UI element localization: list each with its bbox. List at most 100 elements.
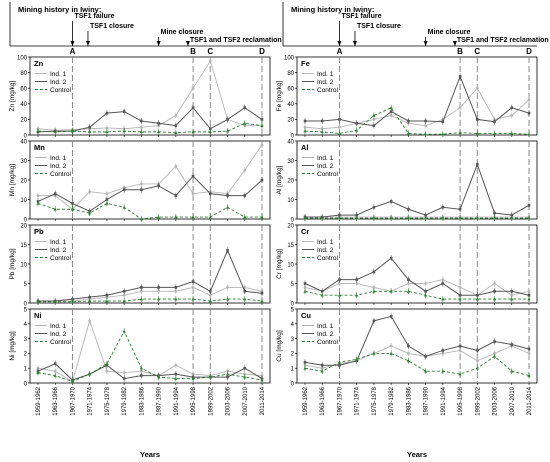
y-tick-label: 10 [20,262,27,268]
data-point-control [139,217,143,221]
timeline-arrow-icon [352,41,357,46]
x-category-label: 1959-1962 [303,386,309,415]
data-point-control [88,130,92,134]
timeline-arrow-icon [337,41,342,46]
data-point-ind1 [243,286,247,289]
data-point-control [174,215,178,219]
data-point-control [70,379,75,383]
data-point-ind1 [458,286,462,289]
legend-label-ind2: Ind. 2 [317,247,334,254]
data-point-control [372,113,376,117]
series-line-ind1 [38,144,263,210]
data-point-ind1 [510,293,514,297]
data-point-ind2 [105,293,109,297]
data-point-control [320,130,324,134]
data-point-control [191,297,195,301]
data-point-ind2 [458,207,462,211]
data-point-ind2 [174,194,178,197]
timeline-arrow-icon [185,41,190,46]
y-axis-label: Cr [mg/kg] [276,249,283,279]
data-point-control [510,297,514,301]
y-axis-label: Mn [mg/kg] [9,164,16,196]
data-point-ind2 [424,290,427,293]
data-point-ind2 [303,282,307,285]
data-point-ind2 [527,204,531,207]
timeline-event-label: Mine closure [161,29,204,36]
data-point-control [174,297,178,301]
x-category-label: 2011-2014 [527,386,533,415]
legend-label-control: Control [50,87,72,94]
figure-root: Mining history in Iwiny: TSF1 failure TSF1… [9,2,549,459]
timeline-heading: Mining history in Iwiny: [18,5,101,14]
x-category-label: 2007-2010 [510,386,516,415]
data-point-ind2 [458,75,462,78]
data-point-ind1 [122,371,126,375]
legend-label-ind1: Ind. 1 [317,239,334,246]
data-point-ind1 [88,190,92,194]
x-category-label: 1991-1994 [441,386,447,415]
y-tick-label: 20 [20,178,27,184]
data-point-ind2 [476,349,479,352]
timeline-event-label: TSF1 closure [357,23,401,30]
period-marker-label: B [190,47,196,56]
data-point-ind1 [105,126,109,130]
data-point-ind2 [260,118,264,121]
data-point-ind2 [53,192,57,195]
data-point-ind2 [389,256,393,260]
data-point-ind1 [372,286,376,289]
x-category-label: 1987-1990 [424,386,430,415]
data-point-ind1 [338,125,341,129]
data-point-ind1 [243,168,247,172]
data-point-ind2 [122,110,126,113]
data-point-ind2 [243,194,247,197]
data-point-control [389,351,393,355]
y-tick-label: 20 [20,118,27,124]
data-point-control [105,362,109,366]
legend-label-ind1: Ind. 1 [50,323,67,330]
data-point-ind1 [527,289,531,293]
data-point-ind2 [226,249,229,252]
data-point-control [208,375,212,379]
legend-label-ind1: Ind. 1 [317,71,334,78]
data-point-ind1 [191,86,195,90]
period-marker-label: D [259,47,265,56]
y-tick-label: 0 [24,217,28,223]
data-point-ind2 [191,106,195,109]
legend-label-control: Control [317,339,339,346]
x-category-label: 1975-1978 [105,386,111,415]
data-point-control [458,372,462,376]
timeline-event-label: TSF1 failure [341,13,381,20]
data-point-control [243,215,247,219]
data-point-ind1 [226,286,229,289]
data-point-control [372,351,376,355]
data-point-ind2 [458,344,462,348]
data-point-ind2 [389,315,393,318]
y-tick-label: 10 [287,262,294,268]
data-point-control [441,216,445,220]
timeline-arrow-icon [452,41,457,46]
data-point-control [475,131,479,135]
data-point-ind2 [140,119,143,123]
data-point-control [36,300,40,304]
timeline-event-label: TSF1 and TSF2 reclamation [457,37,549,44]
data-point-control [510,216,514,220]
data-point-control [355,216,359,220]
y-tick-label: 10 [20,198,27,204]
data-point-control [139,366,143,370]
data-point-ind2 [424,119,427,123]
y-tick-label: 0 [291,217,295,223]
data-point-control [174,131,178,134]
data-point-control [355,293,359,297]
data-point-control [510,369,514,373]
data-point-control [303,129,307,133]
data-point-ind2 [372,270,376,274]
data-point-control [337,216,342,220]
y-tick-label: 15 [20,243,27,249]
data-point-ind2 [122,188,126,192]
legend-label-ind2: Ind. 2 [50,331,67,338]
